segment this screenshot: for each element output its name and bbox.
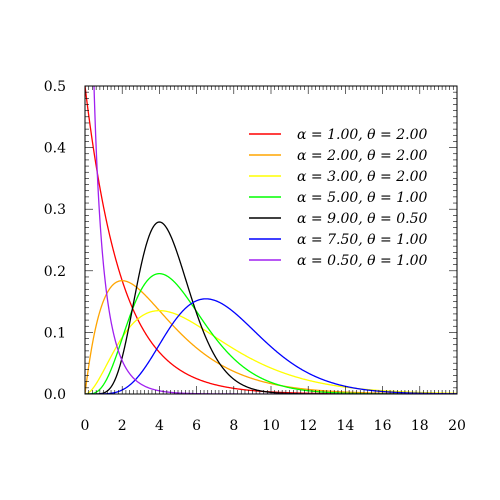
x-tick-label: 20 bbox=[448, 418, 466, 434]
series-line-7 bbox=[93, 86, 457, 394]
y-tick-label: 0.5 bbox=[44, 79, 66, 95]
legend-label-6: α = 7.50, θ = 1.00 bbox=[297, 232, 427, 248]
legend-label-1: α = 1.00, θ = 2.00 bbox=[297, 127, 427, 143]
plot-frame bbox=[84, 85, 458, 395]
axis-ticks bbox=[84, 85, 458, 395]
x-tick-label: 8 bbox=[229, 418, 238, 434]
x-tick-label: 2 bbox=[118, 418, 127, 434]
x-tick-label: 14 bbox=[336, 418, 354, 434]
y-tick-label: 0.0 bbox=[44, 387, 66, 403]
x-tick-label: 18 bbox=[411, 418, 429, 434]
x-tick-label: 12 bbox=[299, 418, 317, 434]
y-tick-label: 0.4 bbox=[44, 141, 66, 157]
legend-label-2: α = 2.00, θ = 2.00 bbox=[297, 148, 427, 164]
series-line-2 bbox=[85, 280, 457, 394]
tick-labels: 0 2 4 6 8 10 12 14 16 18 20 0.0 0.1 0.2 0.3 0.4 0.5 bbox=[44, 79, 466, 434]
x-tick-label: 10 bbox=[262, 418, 280, 434]
y-tick-label: 0.1 bbox=[44, 325, 66, 341]
x-tick-label: 6 bbox=[192, 418, 201, 434]
legend-label-3: α = 3.00, θ = 2.00 bbox=[297, 169, 427, 185]
x-tick-label: 4 bbox=[155, 418, 164, 434]
series-line-6 bbox=[85, 298, 457, 394]
legend-label-7: α = 0.50, θ = 1.00 bbox=[297, 253, 427, 269]
y-tick-label: 0.2 bbox=[44, 264, 66, 280]
legend: α = 1.00, θ = 2.00 α = 2.00, θ = 2.00 α = … bbox=[249, 127, 427, 269]
legend-label-4: α = 5.00, θ = 1.00 bbox=[297, 190, 427, 206]
x-tick-label: 16 bbox=[374, 418, 392, 434]
series-line-4 bbox=[85, 272, 457, 394]
y-tick-label: 0.3 bbox=[44, 202, 66, 218]
series-line-3 bbox=[85, 309, 457, 394]
legend-label-5: α = 9.00, θ = 0.50 bbox=[297, 211, 427, 227]
x-tick-label: 0 bbox=[81, 418, 90, 434]
